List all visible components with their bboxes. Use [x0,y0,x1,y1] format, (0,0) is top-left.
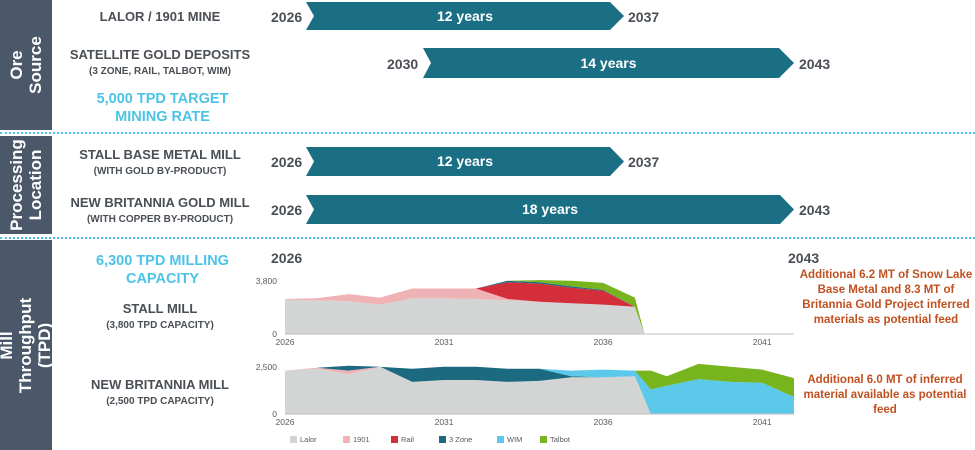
nb-chart-x-tick: 2031 [435,417,454,427]
satellite-deposits-subtitle: (3 ZONE, RAIL, TALBOT, WIM) [88,66,232,77]
stall-chart-area-1901 [285,288,645,334]
stall-chart-x-tick: 2036 [594,337,613,347]
sidebar-mill-throughput: Mill Throughput (TPD) [0,240,55,450]
throughput-start-year: 2026 [271,250,303,266]
new-britannia-duration-arrow [306,195,794,224]
lalor-mine-title: LALOR / 1901 MINE [99,9,221,24]
stall-mill-process-subtitle: (WITH GOLD BY-PRODUCT) [93,166,227,177]
legend-swatch-lalor [290,436,297,443]
section-divider [0,132,975,134]
stall-mill-process-label: STALL BASE METAL MILL (WITH GOLD BY-PROD… [60,147,260,177]
nb-chart-x-tick: 2041 [753,417,772,427]
section-divider [0,237,975,239]
new-britannia-mill-capacity: (2,500 TPD CAPACITY) [106,396,214,407]
stall-chart-x-tick: 2041 [753,337,772,347]
stall-mill-process-title: STALL BASE METAL MILL [79,147,241,162]
new-britannia-mill-label: NEW BRITANNIA MILL (2,500 TPD CAPACITY) [60,377,260,407]
lalor-duration: 12 years [436,8,494,24]
sidebar-ore-source: Ore Source [0,0,52,130]
stall-mill-label: STALL MILL (3,800 TPD CAPACITY) [60,301,260,331]
legend-swatch-3-zone [439,436,446,443]
stall-mill-capacity: (3,800 TPD CAPACITY) [106,320,214,331]
lalor-start-year: 2026 [271,9,303,25]
stall-chart-area-rail [285,282,645,334]
new-britannia-process-subtitle: (WITH COPPER BY-PRODUCT) [86,214,234,225]
lalor-mine-label: LALOR / 1901 MINE [60,9,260,24]
stall-chart-area-lalor [285,298,645,334]
satellite-deposits-title: SATELLITE GOLD DEPOSITS [69,47,251,62]
stall-inferred-note: Additional 6.2 MT of Snow Lake Base Meta… [799,269,973,326]
sidebar-processing-location: Processing Location [0,136,52,234]
stall-chart-x-tick: 2026 [276,337,295,347]
stall-chart-y-tick: 3,800 [256,276,278,286]
legend-swatch-rail [391,436,398,443]
new-britannia-mill-title: NEW BRITANNIA MILL [91,377,229,392]
stall-duration: 12 years [436,153,494,169]
satellite-start-year: 2030 [387,56,419,72]
new-britannia-inferred-note: Additional 6.0 MT of inferred material a… [803,374,967,416]
legend-label-rail: Rail [401,435,414,444]
new-britannia-process-title: NEW BRITANNIA GOLD MILL [70,195,250,210]
new-britannia-start-year: 2026 [271,202,303,218]
satellite-duration-arrow [423,48,794,78]
lalor-duration-arrow [306,2,624,30]
legend-swatch-1901 [343,436,350,443]
stall-end-year: 2037 [628,154,660,170]
new-britannia-duration: 18 years [521,201,579,217]
stall-chart-area-talbot [285,280,645,334]
nb-chart-area-3-zone [285,365,794,414]
legend-label-talbot: Talbot [550,435,571,444]
nb-chart-x-tick: 2036 [594,417,613,427]
stall-chart-y-tick: 0 [272,329,277,339]
legend-label-lalor: Lalor [300,435,317,444]
legend-label-1901: 1901 [353,435,370,444]
nb-chart-area-lalor [285,366,794,414]
satellite-duration: 14 years [580,55,637,71]
throughput-end-year: 2043 [788,250,820,266]
legend-label-wim: WIM [507,435,522,444]
satellite-end-year: 2043 [799,56,831,72]
new-britannia-end-year: 2043 [799,202,831,218]
nb-chart-y-tick: 0 [272,409,277,419]
legend-swatch-talbot [540,436,547,443]
nb-chart-area-wim [285,365,794,414]
legend-label-3-zone: 3 Zone [449,435,472,444]
target-mining-rate: 5,000 TPD TARGET MINING RATE [96,91,229,125]
legend-swatch-wim [497,436,504,443]
stall-chart-x-tick: 2031 [435,337,454,347]
milling-capacity: 6,300 TPD MILLING CAPACITY [96,253,229,287]
stall-start-year: 2026 [271,154,303,170]
stall-duration-arrow [306,147,624,176]
nb-chart-y-tick: 2,500 [256,362,278,372]
lalor-end-year: 2037 [628,9,660,25]
satellite-deposits-label: SATELLITE GOLD DEPOSITS (3 ZONE, RAIL, T… [60,47,260,77]
new-britannia-process-label: NEW BRITANNIA GOLD MILL (WITH COPPER BY-… [55,195,265,225]
stall-mill-title: STALL MILL [122,301,198,316]
nb-chart-x-tick: 2026 [276,417,295,427]
nb-chart-area-1901 [285,366,794,414]
